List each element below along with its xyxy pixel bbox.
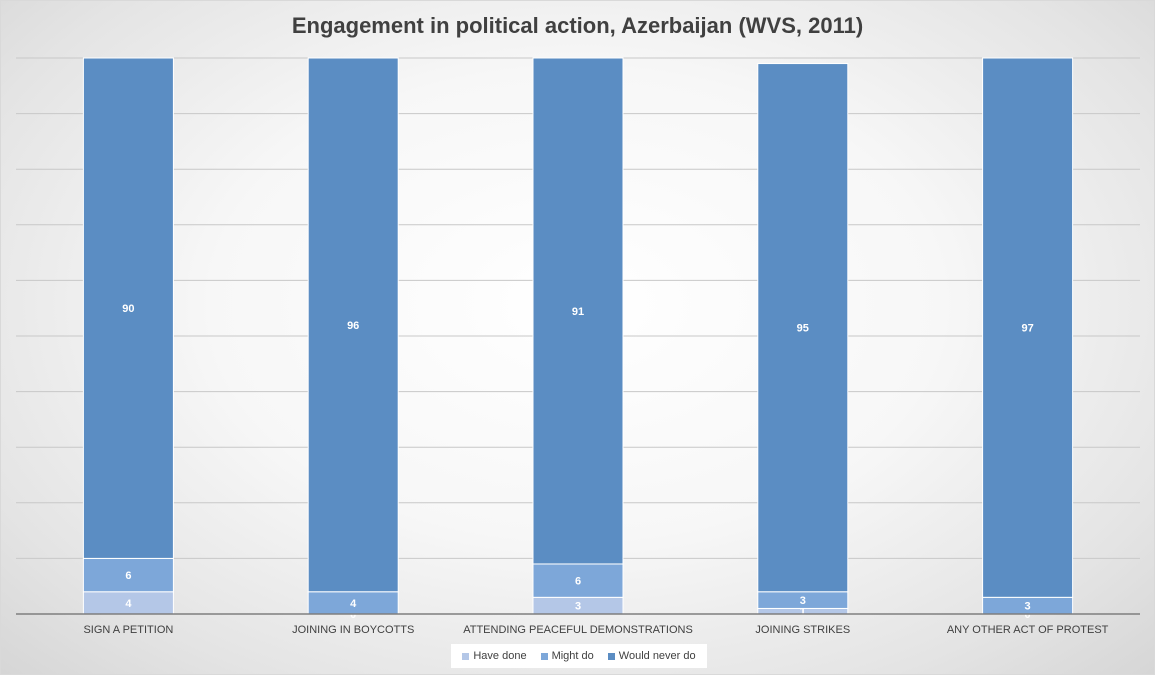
data-label: 0 bbox=[1025, 609, 1031, 621]
data-label: 90 bbox=[122, 303, 134, 315]
legend-swatch-would-never-do bbox=[607, 652, 615, 660]
data-label: 96 bbox=[347, 320, 359, 332]
bar-would-never-do-attending-peaceful-demonstrations bbox=[532, 57, 624, 565]
legend-item-would-never-do: Would never do bbox=[607, 650, 696, 662]
data-label: 1 bbox=[800, 606, 806, 618]
data-label: 97 bbox=[1021, 323, 1033, 335]
data-label: 0 bbox=[350, 609, 356, 621]
data-label: 4 bbox=[125, 598, 132, 610]
data-label: 95 bbox=[797, 323, 809, 335]
data-label: 4 bbox=[350, 598, 357, 610]
category-label: ATTENDING PEACEFUL DEMONSTRATIONS bbox=[463, 624, 693, 636]
bar-would-never-do-joining-strikes bbox=[757, 63, 849, 593]
data-label: 3 bbox=[1025, 601, 1031, 613]
category-label: ANY OTHER ACT OF PROTEST bbox=[947, 624, 1109, 636]
bar-might-do-attending-peaceful-demonstrations bbox=[532, 563, 624, 598]
legend-swatch-might-do bbox=[540, 652, 548, 660]
legend-swatch-have-done bbox=[462, 652, 470, 660]
legend-item-have-done: Have done bbox=[462, 650, 527, 662]
bar-would-never-do-joining-in-boycotts bbox=[307, 57, 399, 593]
legend-label-might-do: Might do bbox=[551, 650, 594, 662]
bar-would-never-do-sign-a-petition bbox=[82, 57, 174, 559]
category-label: JOINING IN BOYCOTTS bbox=[292, 624, 414, 636]
data-label: 91 bbox=[572, 306, 584, 318]
legend-item-might-do: Might do bbox=[540, 650, 594, 662]
data-label: 3 bbox=[800, 595, 806, 607]
legend-label-have-done: Have done bbox=[473, 650, 527, 662]
data-label: 6 bbox=[575, 576, 581, 588]
category-label: SIGN A PETITION bbox=[83, 624, 173, 636]
legend: Have done Might do Would never do bbox=[451, 644, 707, 668]
data-label: 3 bbox=[575, 601, 581, 613]
data-label: 6 bbox=[125, 570, 131, 582]
bar-would-never-do-any-other-act-of-protest bbox=[982, 57, 1074, 598]
chart-title: Engagement in political action, Azerbaij… bbox=[291, 13, 864, 38]
legend-label-would-never-do: Would never do bbox=[618, 650, 696, 662]
category-label: JOINING STRIKES bbox=[755, 624, 850, 636]
bar-might-do-sign-a-petition bbox=[82, 557, 174, 593]
